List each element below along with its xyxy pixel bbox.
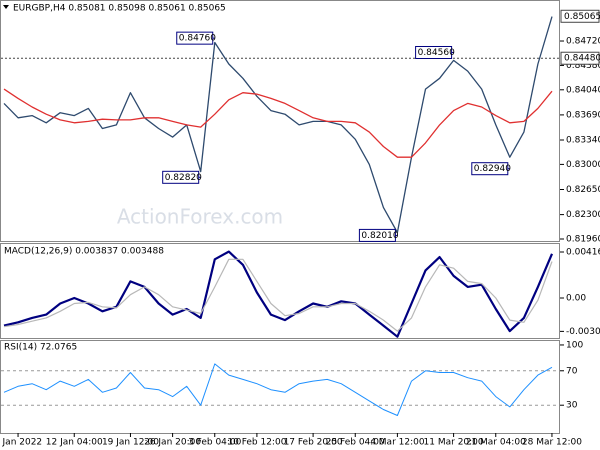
- x-tick-label: 17 Feb 20:00: [284, 438, 343, 448]
- rsi-panel: [0, 340, 560, 434]
- x-tick-label: 28 Mar 12:00: [522, 438, 582, 448]
- x-tick-label: 26 Jan 20:00: [144, 438, 201, 448]
- x-tick-label: 3 Feb 04:00: [188, 438, 242, 448]
- price-marker-label: 0.84480: [564, 54, 600, 64]
- y-tick-label: 0.84380: [566, 61, 600, 71]
- series-line: [3, 88, 553, 158]
- price-panel: [0, 0, 560, 242]
- macd-panel: [0, 243, 560, 339]
- x-tick-label: 19 Jan 12:00: [102, 438, 159, 448]
- y-tick-label: 0.00: [566, 293, 586, 303]
- series-line: [3, 16, 553, 234]
- y-tick-label: 0.84040: [566, 85, 600, 95]
- y-tick-label: -0.003021: [566, 327, 600, 337]
- y-tick-label: 30: [566, 401, 578, 411]
- price-marker-label: 0.85065: [564, 12, 600, 22]
- x-tick-label: 10 Feb 12:00: [227, 438, 286, 448]
- y-tick-label: 0.81960: [566, 234, 600, 244]
- macd-title: MACD(12,26,9) 0.003837 0.003488: [4, 247, 164, 257]
- y-tick-label: 0.83000: [566, 160, 600, 170]
- annotation-label: 0.82010: [361, 231, 398, 241]
- y-tick-label: 0.83340: [566, 136, 600, 146]
- title-arrow: [3, 5, 9, 9]
- y-tick-label: 0.82650: [566, 185, 600, 195]
- y-tick-label: 0.84720: [566, 37, 600, 47]
- price-marker-box: [560, 51, 600, 65]
- y-tick-label: 0.004163: [566, 247, 600, 257]
- y-tick-label: 70: [566, 366, 578, 376]
- annotation-label: 0.82820: [165, 173, 202, 183]
- series-line: [3, 250, 554, 338]
- series-line: [3, 363, 553, 416]
- price-title: EURGBP,H4 0.85081 0.85098 0.85061 0.8506…: [13, 4, 226, 14]
- rsi-title: RSI(14) 72.0765: [4, 343, 77, 353]
- y-tick-label: 0.82300: [566, 210, 600, 220]
- y-tick-label: 0.83690: [566, 110, 600, 120]
- annotation-label: 0.84560: [418, 48, 455, 58]
- y-tick-label: 100: [566, 340, 583, 350]
- annotation-label: 0.84760: [179, 34, 216, 44]
- series-line: [3, 258, 553, 332]
- x-tick-label: 12 Jan 04:00: [46, 438, 103, 448]
- annotation-label: 0.82940: [474, 164, 511, 174]
- x-tick-label: 21 Mar 04:00: [466, 438, 526, 448]
- x-tick-label: 4 Mar 12:00: [370, 438, 425, 448]
- x-tick-label: 25 Feb 04:00: [326, 438, 385, 448]
- price-marker-box: [560, 9, 600, 23]
- x-tick-label: 11 Mar 20:00: [424, 438, 484, 448]
- watermark: ActionForex.com: [117, 205, 283, 229]
- x-tick-label: 4 Jan 2022: [0, 438, 42, 448]
